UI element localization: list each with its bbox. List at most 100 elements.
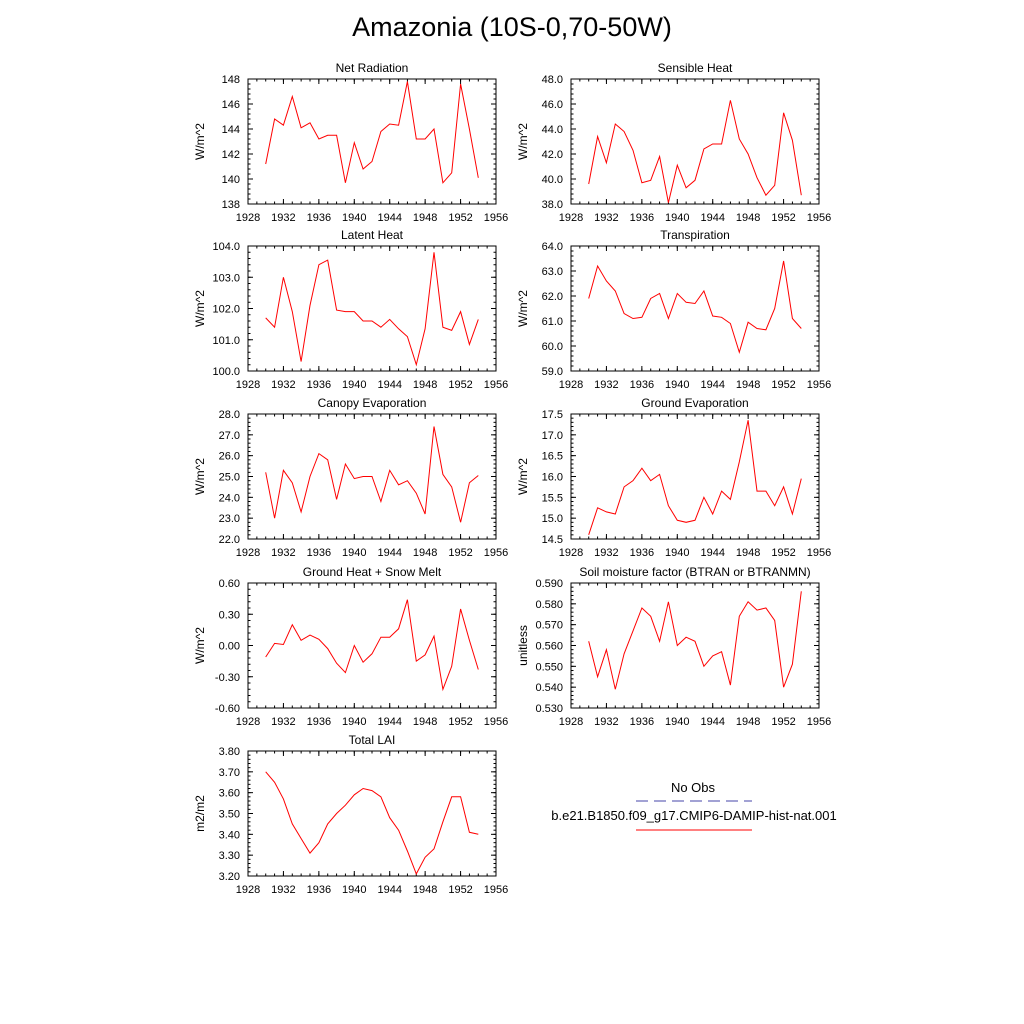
- page-title: Amazonia (10S-0,70-50W): [352, 12, 672, 42]
- y-tick-label: 14.5: [542, 534, 563, 546]
- y-tick-label: 146: [222, 99, 240, 111]
- series-line: [265, 599, 479, 692]
- y-tick-label: -0.30: [215, 672, 240, 684]
- y-tick-label: 103.0: [212, 272, 240, 284]
- x-tick-label: 1940: [342, 379, 366, 391]
- x-tick-label: 1948: [736, 547, 760, 559]
- x-tick-label: 1956: [807, 379, 831, 391]
- y-tick-label: 40.0: [542, 174, 563, 186]
- y-tick-label: 26.0: [219, 451, 240, 463]
- x-tick-label: 1928: [236, 379, 260, 391]
- x-tick-label: 1956: [807, 547, 831, 559]
- chart-title: Ground Evaporation: [641, 396, 748, 410]
- y-tick-label: 3.30: [219, 850, 240, 862]
- y-tick-label: 144: [222, 124, 240, 136]
- y-tick-label: 140: [222, 174, 240, 186]
- y-tick-label: 0.590: [535, 578, 563, 590]
- x-tick-label: 1952: [448, 884, 472, 896]
- x-tick-label: 1956: [807, 212, 831, 224]
- y-axis-label: W/m^2: [193, 123, 207, 160]
- chart-title: Transpiration: [660, 228, 730, 242]
- x-tick-label: 1948: [413, 716, 437, 728]
- chart-panel: Canopy Evaporation W/m^2 1928 1932 1936 1940 1…: [193, 396, 508, 559]
- y-tick-label: 3.20: [219, 871, 240, 883]
- x-tick-label: 1952: [771, 547, 795, 559]
- chart-title: Latent Heat: [341, 228, 404, 242]
- x-tick-label: 1936: [307, 379, 331, 391]
- y-tick-label: 3.60: [219, 788, 240, 800]
- x-tick-label: 1944: [377, 884, 401, 896]
- y-tick-label: 17.0: [542, 430, 563, 442]
- y-tick-label: 3.80: [219, 746, 240, 758]
- y-tick-label: 28.0: [219, 409, 240, 421]
- y-tick-label: 38.0: [542, 199, 563, 211]
- y-tick-label: 3.70: [219, 767, 240, 779]
- chart-panel: Transpiration W/m^2 1928 1932 1936 1940 1944 19…: [516, 228, 831, 391]
- x-tick-label: 1936: [630, 212, 654, 224]
- y-tick-label: 142: [222, 149, 240, 161]
- y-tick-label: 0.570: [535, 620, 563, 632]
- y-axis-label: W/m^2: [516, 290, 530, 327]
- y-tick-label: 15.5: [542, 492, 563, 504]
- x-tick-label: 1952: [771, 379, 795, 391]
- x-tick-label: 1928: [559, 379, 583, 391]
- x-tick-label: 1940: [342, 884, 366, 896]
- y-tick-label: 22.0: [219, 534, 240, 546]
- x-tick-label: 1932: [594, 212, 618, 224]
- y-tick-label: 44.0: [542, 124, 563, 136]
- y-tick-label: 24.0: [219, 492, 240, 504]
- series-line: [588, 100, 802, 203]
- x-tick-label: 1944: [377, 212, 401, 224]
- y-axis-label: m2/m2: [193, 795, 207, 832]
- y-axis-label: W/m^2: [193, 458, 207, 495]
- y-tick-label: 100.0: [212, 366, 240, 378]
- x-tick-label: 1952: [448, 716, 472, 728]
- x-tick-label: 1948: [736, 212, 760, 224]
- x-tick-label: 1944: [377, 547, 401, 559]
- x-tick-label: 1952: [771, 716, 795, 728]
- y-tick-label: 3.40: [219, 829, 240, 841]
- y-tick-label: 46.0: [542, 99, 563, 111]
- y-tick-label: 48.0: [542, 74, 563, 86]
- y-tick-label: 63.0: [542, 266, 563, 278]
- x-tick-label: 1948: [736, 379, 760, 391]
- y-tick-label: 104.0: [212, 241, 240, 253]
- y-tick-label: 16.0: [542, 472, 563, 484]
- x-tick-label: 1936: [630, 379, 654, 391]
- series-line: [588, 420, 802, 535]
- x-tick-label: 1928: [236, 716, 260, 728]
- y-tick-label: 64.0: [542, 241, 563, 253]
- y-tick-label: 0.540: [535, 682, 563, 694]
- x-tick-label: 1936: [630, 716, 654, 728]
- x-tick-label: 1932: [271, 547, 295, 559]
- plot-frame: [570, 245, 820, 372]
- x-tick-label: 1944: [700, 547, 724, 559]
- x-tick-label: 1940: [665, 212, 689, 224]
- legend: No Obs b.e21.B1850.f09_g17.CMIP6-DAMIP-hi…: [551, 780, 837, 831]
- x-tick-label: 1932: [271, 212, 295, 224]
- y-tick-label: 62.0: [542, 291, 563, 303]
- legend-obs-label: No Obs: [671, 780, 716, 795]
- x-tick-label: 1928: [236, 884, 260, 896]
- x-tick-label: 1956: [807, 716, 831, 728]
- x-tick-label: 1952: [448, 212, 472, 224]
- y-tick-label: 102.0: [212, 304, 240, 316]
- y-tick-label: 148: [222, 74, 240, 86]
- x-tick-label: 1940: [342, 547, 366, 559]
- x-tick-label: 1940: [665, 547, 689, 559]
- series-line: [265, 771, 479, 876]
- x-tick-label: 1928: [236, 212, 260, 224]
- x-tick-label: 1944: [700, 716, 724, 728]
- x-tick-label: 1936: [307, 716, 331, 728]
- chart-title: Sensible Heat: [658, 61, 733, 75]
- x-tick-label: 1928: [559, 212, 583, 224]
- x-tick-label: 1956: [484, 379, 508, 391]
- series-line: [265, 252, 479, 367]
- x-tick-label: 1948: [736, 716, 760, 728]
- x-tick-label: 1928: [559, 716, 583, 728]
- y-tick-label: 42.0: [542, 149, 563, 161]
- x-tick-label: 1956: [484, 547, 508, 559]
- chart-panel: Soil moisture factor (BTRAN or BTRANMN) u…: [516, 565, 831, 728]
- x-tick-label: 1944: [377, 716, 401, 728]
